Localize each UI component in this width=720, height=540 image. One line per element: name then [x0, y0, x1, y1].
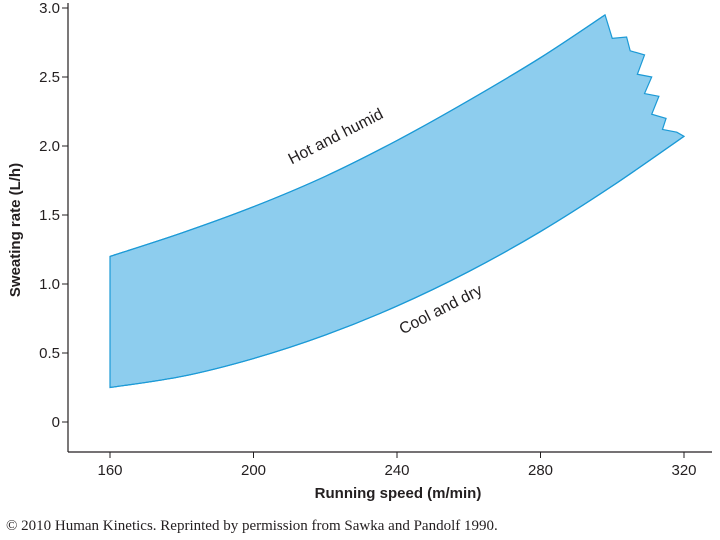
- copyright-caption: © 2010 Human Kinetics. Reprinted by perm…: [6, 518, 498, 534]
- band-layer: [109, 13, 686, 389]
- x-tick-label: 200: [241, 462, 266, 479]
- x-tick-label: 280: [528, 462, 553, 479]
- y-tick-label: 0: [52, 414, 60, 431]
- y-tick-label: 2.5: [39, 69, 60, 86]
- series-line-hot-and-humid: [109, 14, 606, 257]
- ticks-layer: 160 200 240 280 320 0 0.5 1.0 1.5 2.0 2.5 3.0: [39, 0, 696, 479]
- y-tick-label: 2.0: [39, 138, 60, 155]
- x-tick-label: 240: [384, 462, 409, 479]
- x-tick-label: 320: [671, 462, 696, 479]
- sweating-rate-band: [109, 13, 686, 389]
- y-tick-label: 3.0: [39, 0, 60, 17]
- x-tick-label: 160: [97, 462, 122, 479]
- axes-layer: [67, 3, 712, 453]
- y-axis-title: Sweating rate (L/h): [7, 163, 24, 297]
- series-line-cool-and-dry: [109, 135, 685, 389]
- x-axis-title: Running speed (m/min): [315, 485, 482, 502]
- y-tick-label: 1.0: [39, 276, 60, 293]
- y-tick-label: 1.5: [39, 207, 60, 224]
- y-tick-label: 0.5: [39, 345, 60, 362]
